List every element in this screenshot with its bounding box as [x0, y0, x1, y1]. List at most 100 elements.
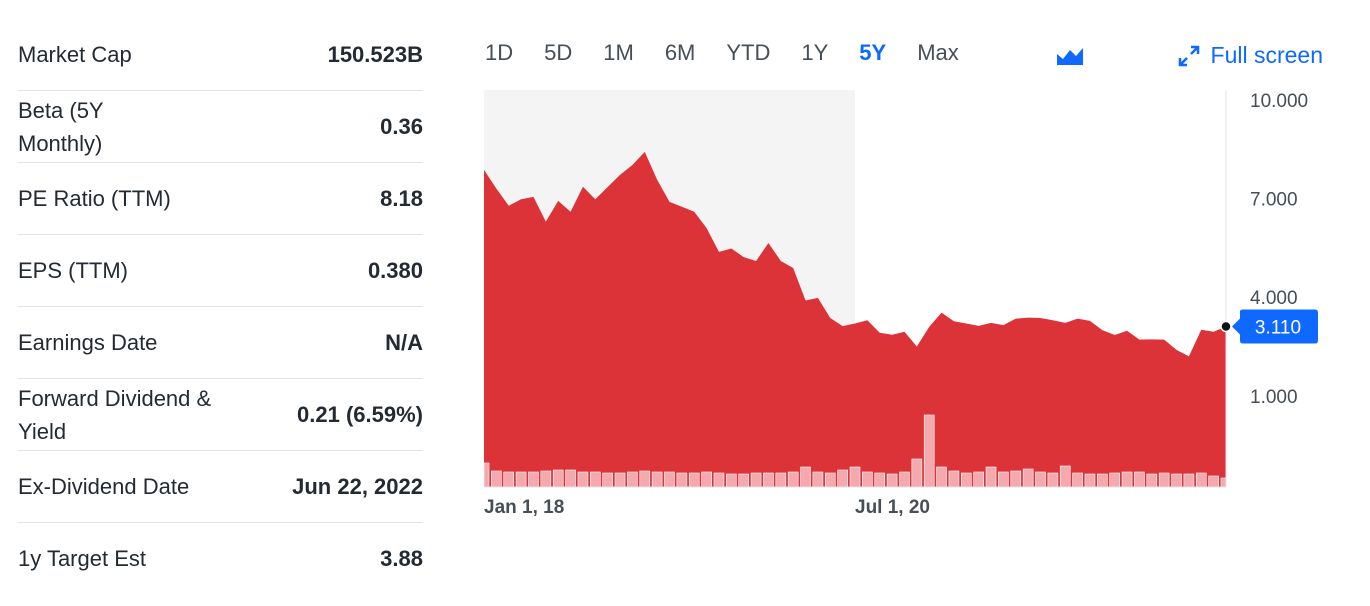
volume-bar: [899, 471, 910, 488]
volume-bar: [1022, 468, 1034, 488]
volume-bar: [1035, 471, 1046, 488]
volume-bar: [664, 471, 675, 488]
volume-bar: [874, 472, 886, 488]
range-tab[interactable]: YTD: [726, 40, 771, 65]
range-tab[interactable]: 6M: [664, 40, 696, 65]
y-tick-label: 10.000: [1250, 91, 1308, 112]
volume-bar: [923, 414, 935, 488]
stat-label: Beta (5Y Monthly): [18, 97, 104, 156]
volume-bar: [503, 471, 515, 488]
volume-bar: [1134, 471, 1145, 488]
stat-label: 1y Target Est: [18, 546, 146, 571]
volume-bar: [1121, 471, 1133, 488]
stat-value: 0.21 (6.59%): [297, 401, 423, 427]
current-price-tag: [1232, 309, 1318, 344]
stats-row: EPS (TTM) 0.380: [18, 235, 423, 307]
stats-row: Market Cap 150.523B: [18, 19, 423, 91]
volume-bar: [1195, 472, 1207, 488]
volume-bar: [701, 471, 712, 488]
volume-bar: [849, 466, 861, 488]
x-tick-label: Jan 1, 18: [484, 497, 564, 518]
volume-bar: [1047, 472, 1059, 488]
stat-label: Ex-Dividend Date: [18, 474, 190, 499]
stat-label: PE Ratio (TTM): [18, 186, 171, 211]
volume-bar: [862, 471, 873, 488]
x-tick-label: Jul 1, 20: [855, 497, 930, 518]
volume-bar: [948, 470, 960, 488]
stats-row: Ex-Dividend Date Jun 22, 2022: [18, 451, 423, 523]
stat-value: 8.18: [380, 185, 423, 211]
volume-bar: [973, 471, 984, 488]
current-price-dot: [1220, 320, 1232, 333]
volume-bar: [1097, 473, 1108, 488]
full-screen-button[interactable]: Full screen: [1177, 42, 1323, 69]
volume-bar: [552, 469, 564, 488]
stat-value: 3.88: [380, 545, 423, 571]
stat-label: EPS (TTM): [18, 258, 128, 283]
stat-value: 0.380: [367, 257, 423, 283]
volume-bar: [1171, 473, 1182, 488]
volume-bar: [738, 473, 750, 488]
volume-bar: [614, 472, 626, 488]
volume-bar: [713, 472, 725, 488]
volume-bar: [787, 471, 799, 488]
volume-bar: [1220, 477, 1227, 488]
volume-bar: [1084, 473, 1096, 488]
range-tab[interactable]: 5D: [544, 40, 573, 65]
range-tab[interactable]: 1D: [485, 40, 514, 65]
volume-bar: [812, 471, 824, 488]
volume-bar: [1158, 472, 1170, 488]
volume-bar: [1183, 473, 1195, 488]
volume-bar: [515, 471, 527, 488]
stat-label: Market Cap: [18, 42, 132, 67]
volume-bar: [936, 466, 947, 488]
stat-value: Jun 22, 2022: [292, 473, 423, 499]
volume-bar: [589, 471, 601, 488]
volume-bar: [998, 471, 1009, 488]
volume-bar: [824, 472, 836, 488]
volume-bar: [911, 458, 923, 488]
volume-bar: [1146, 473, 1158, 488]
stat-value: 150.523B: [327, 41, 423, 67]
volume-bar: [639, 470, 651, 488]
volume-bar: [1109, 472, 1120, 488]
range-tab[interactable]: Max: [917, 40, 959, 65]
volume-bar: [627, 471, 638, 488]
volume-bar: [651, 471, 663, 488]
stat-label: Forward Dividend & Yield: [18, 385, 212, 444]
volume-bar: [577, 471, 589, 488]
stat-value: 0.36: [380, 113, 423, 139]
volume-bar: [565, 469, 576, 488]
volume-bar: [688, 472, 700, 488]
volume-bar: [1010, 470, 1022, 488]
volume-bar: [726, 473, 737, 488]
price-area: [484, 151, 1226, 488]
volume-bar: [1208, 475, 1219, 488]
current-price-label: 3.110: [1255, 317, 1301, 338]
volume-bar: [985, 466, 997, 488]
full-screen-label[interactable]: Full screen: [1210, 42, 1323, 68]
volume-bar: [775, 472, 787, 488]
range-tab[interactable]: 5Y: [859, 40, 887, 65]
volume-bar: [800, 466, 811, 488]
volume-bar: [483, 462, 490, 488]
volume-bar: [886, 473, 898, 488]
y-tick-label: 1.000: [1250, 387, 1298, 408]
volume-bar: [1059, 465, 1071, 488]
stats-table: Market Cap 150.523B Beta (5Y Monthly) 0.36 P…: [18, 19, 423, 594]
chart-type-icon[interactable]: [1056, 44, 1084, 66]
volume-bar: [837, 469, 848, 488]
volume-bar: [750, 472, 762, 488]
volume-bar: [528, 471, 539, 488]
volume-bar: [763, 472, 774, 488]
stat-label: Earnings Date: [18, 330, 158, 355]
range-tab[interactable]: 1Y: [801, 40, 829, 65]
stats-row: Beta (5Y Monthly) 0.36: [18, 91, 423, 163]
volume-bar: [540, 470, 552, 488]
y-tick-label: 7.000: [1250, 190, 1298, 211]
volume-bar: [602, 472, 613, 488]
stat-value: N/A: [385, 329, 423, 355]
range-tab[interactable]: 1M: [603, 40, 634, 65]
